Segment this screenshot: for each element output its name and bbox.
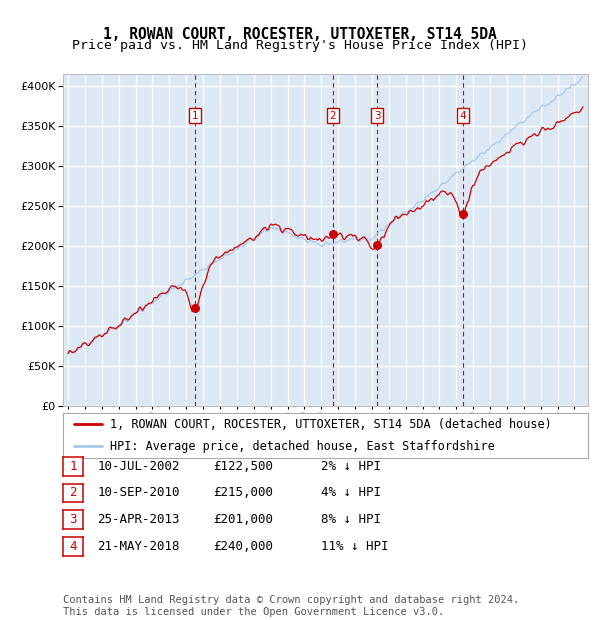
Text: 11% ↓ HPI: 11% ↓ HPI <box>321 540 389 552</box>
Text: £240,000: £240,000 <box>213 540 273 552</box>
Text: 1, ROWAN COURT, ROCESTER, UTTOXETER, ST14 5DA: 1, ROWAN COURT, ROCESTER, UTTOXETER, ST1… <box>103 27 497 42</box>
Text: 8% ↓ HPI: 8% ↓ HPI <box>321 513 381 526</box>
Text: HPI: Average price, detached house, East Staffordshire: HPI: Average price, detached house, East… <box>110 440 495 453</box>
Text: £201,000: £201,000 <box>213 513 273 526</box>
Text: 2: 2 <box>329 111 336 121</box>
Text: £122,500: £122,500 <box>213 460 273 472</box>
Text: 2: 2 <box>69 487 77 499</box>
Text: 3: 3 <box>69 513 77 526</box>
Text: 1: 1 <box>69 460 77 472</box>
Text: 2% ↓ HPI: 2% ↓ HPI <box>321 460 381 472</box>
Text: Contains HM Land Registry data © Crown copyright and database right 2024.
This d: Contains HM Land Registry data © Crown c… <box>63 595 519 617</box>
Text: 1: 1 <box>191 111 199 121</box>
Text: 4: 4 <box>460 111 466 121</box>
Text: 3: 3 <box>374 111 380 121</box>
Text: 25-APR-2013: 25-APR-2013 <box>97 513 180 526</box>
Text: 10-JUL-2002: 10-JUL-2002 <box>97 460 180 472</box>
Text: Price paid vs. HM Land Registry's House Price Index (HPI): Price paid vs. HM Land Registry's House … <box>72 40 528 52</box>
Text: 4% ↓ HPI: 4% ↓ HPI <box>321 487 381 499</box>
Text: 21-MAY-2018: 21-MAY-2018 <box>97 540 180 552</box>
Text: 4: 4 <box>69 540 77 552</box>
Text: £215,000: £215,000 <box>213 487 273 499</box>
Text: 10-SEP-2010: 10-SEP-2010 <box>97 487 180 499</box>
Text: 1, ROWAN COURT, ROCESTER, UTTOXETER, ST14 5DA (detached house): 1, ROWAN COURT, ROCESTER, UTTOXETER, ST1… <box>110 418 552 430</box>
